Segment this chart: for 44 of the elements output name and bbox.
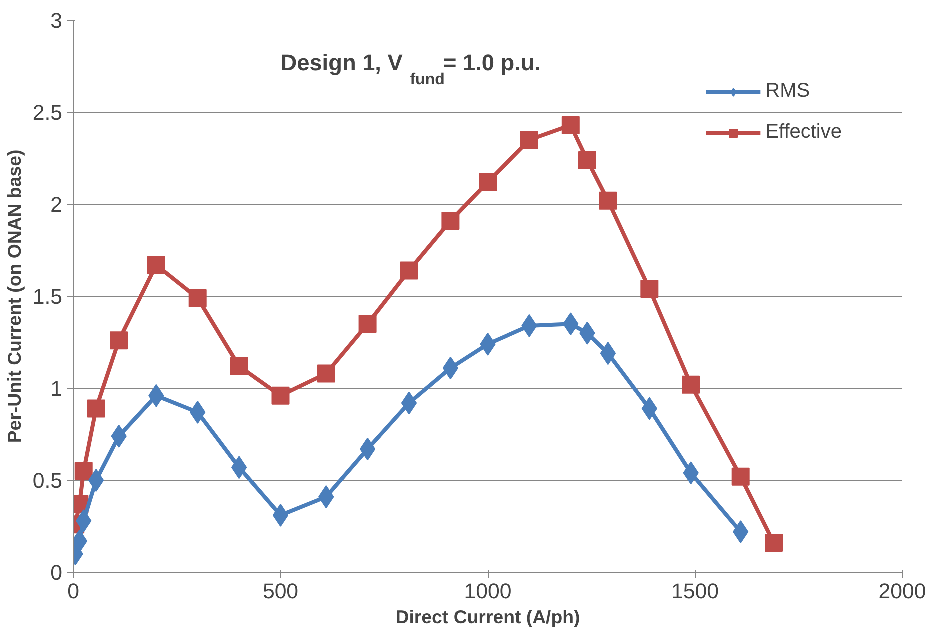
- x-tick-label: 2000: [878, 580, 926, 604]
- point: [442, 212, 460, 230]
- point: [600, 342, 616, 366]
- y-tick-label: 2: [50, 193, 63, 217]
- point: [88, 469, 104, 492]
- point: [272, 504, 289, 527]
- point: [400, 262, 418, 280]
- point: [74, 462, 93, 480]
- y-tick-label: 0.5: [32, 469, 63, 493]
- point: [479, 173, 497, 192]
- text: Design 1, Vfund = 1.0 p.u.: [280, 50, 542, 89]
- point: [520, 131, 538, 150]
- point: [188, 289, 207, 308]
- point: [230, 357, 248, 376]
- point: [732, 468, 750, 486]
- point: [401, 392, 418, 415]
- y-tick-label: 3: [50, 9, 63, 33]
- point: [110, 332, 128, 350]
- point: [578, 151, 596, 170]
- point: [147, 256, 166, 274]
- x-tick-label: 1000: [464, 580, 512, 604]
- point: [640, 280, 659, 298]
- x-tick-label: 0: [68, 580, 80, 604]
- point: [360, 438, 376, 461]
- y-tick-label: 0: [50, 561, 63, 585]
- point: [765, 534, 784, 552]
- x-tick-label: 500: [262, 580, 299, 604]
- point: [682, 376, 700, 394]
- legend-label: Effective: [766, 121, 842, 144]
- point: [442, 356, 459, 380]
- x-tick-label: 1500: [672, 580, 720, 604]
- point: [87, 400, 106, 418]
- legend-label: RMS: [766, 80, 810, 103]
- y-tick-label: 1: [50, 377, 63, 401]
- point: [231, 456, 248, 480]
- y-tick-label: 1.5: [32, 285, 63, 309]
- point: [317, 364, 336, 383]
- y-tick-label: 2.5: [32, 101, 63, 125]
- point: [599, 192, 618, 210]
- point: [272, 386, 290, 405]
- point: [358, 315, 377, 334]
- x-axis-title: Direct Current (A/ph): [396, 606, 580, 628]
- y-axis-title: Per-Unit Current (on ONAN base): [4, 150, 25, 444]
- point: [562, 116, 580, 134]
